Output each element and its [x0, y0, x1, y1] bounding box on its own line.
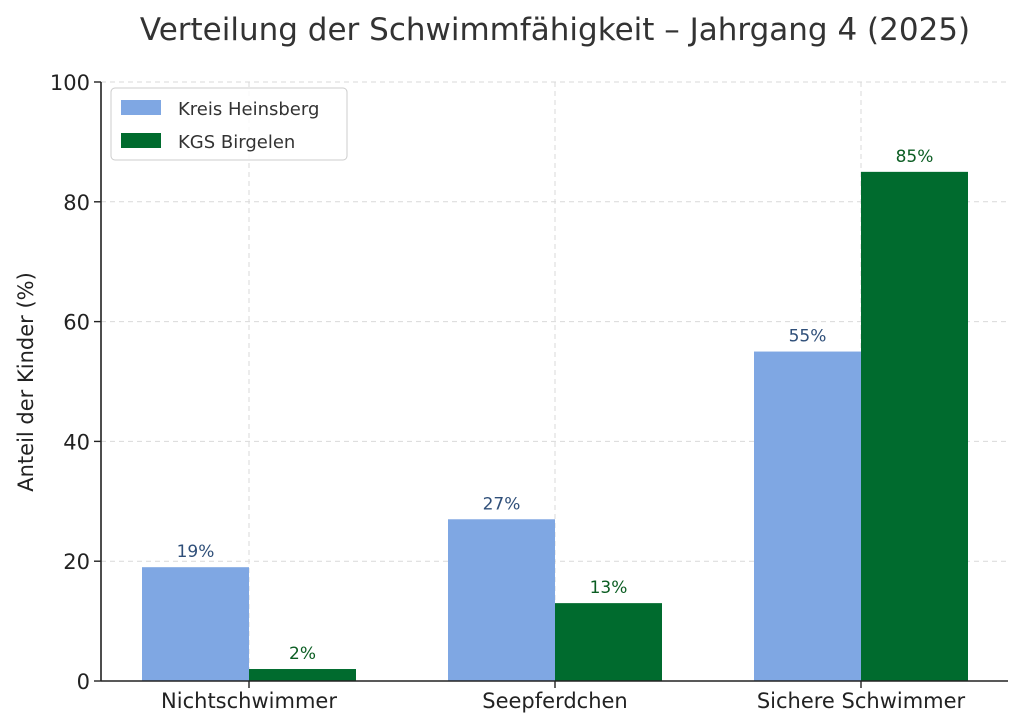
- data-label-kgs-birgelen-sichere-schwimmer: 85%: [896, 147, 934, 167]
- legend-swatch-kreis-heinsberg: [121, 100, 161, 115]
- y-axis-label: Anteil der Kinder (%): [14, 272, 38, 492]
- data-labels: 19% 27% 55% 2% 13% 85%: [177, 147, 934, 664]
- bar-kgs-birgelen-seepferdchen: [555, 603, 662, 681]
- y-tick-label: 40: [63, 430, 90, 454]
- bar-kreis-heinsberg-sichere-schwimmer: [754, 351, 861, 681]
- data-label-kreis-heinsberg-seepferdchen: 27%: [483, 494, 521, 514]
- y-tick-label: 100: [50, 71, 90, 95]
- y-tick-label: 80: [63, 191, 90, 215]
- y-tick-label: 60: [63, 311, 90, 335]
- data-label-kreis-heinsberg-nichtschwimmer: 19%: [177, 542, 215, 562]
- chart-title: Verteilung der Schwimmfähigkeit – Jahrga…: [140, 12, 970, 48]
- legend-swatch-kgs-birgelen: [121, 133, 161, 148]
- y-tick-label: 0: [77, 670, 90, 694]
- bar-kgs-birgelen-nichtschwimmer: [249, 669, 356, 681]
- data-label-kgs-birgelen-nichtschwimmer: 2%: [289, 644, 316, 664]
- x-axis-ticks: Nichtschwimmer Seepferdchen Sichere Schwim…: [161, 681, 966, 713]
- x-tick-label-sichere-schwimmer: Sichere Schwimmer: [757, 689, 966, 713]
- legend-label-kreis-heinsberg: Kreis Heinsberg: [178, 99, 319, 120]
- data-label-kgs-birgelen-seepferdchen: 13%: [590, 578, 628, 598]
- bar-kreis-heinsberg-nichtschwimmer: [142, 567, 249, 681]
- data-label-kreis-heinsberg-sichere-schwimmer: 55%: [789, 327, 827, 347]
- legend-label-kgs-birgelen: KGS Birgelen: [178, 132, 295, 153]
- y-tick-label: 20: [63, 550, 90, 574]
- bar-kreis-heinsberg-seepferdchen: [448, 519, 555, 681]
- x-tick-label-nichtschwimmer: Nichtschwimmer: [161, 689, 337, 713]
- legend: Kreis Heinsberg KGS Birgelen: [110, 87, 348, 161]
- legend-frame: [110, 87, 348, 161]
- bar-kgs-birgelen-sichere-schwimmer: [861, 171, 968, 681]
- bars: [142, 171, 968, 681]
- x-tick-label-seepferdchen: Seepferdchen: [482, 689, 628, 713]
- y-axis-ticks: 0 20 40 60 80 100: [50, 71, 101, 694]
